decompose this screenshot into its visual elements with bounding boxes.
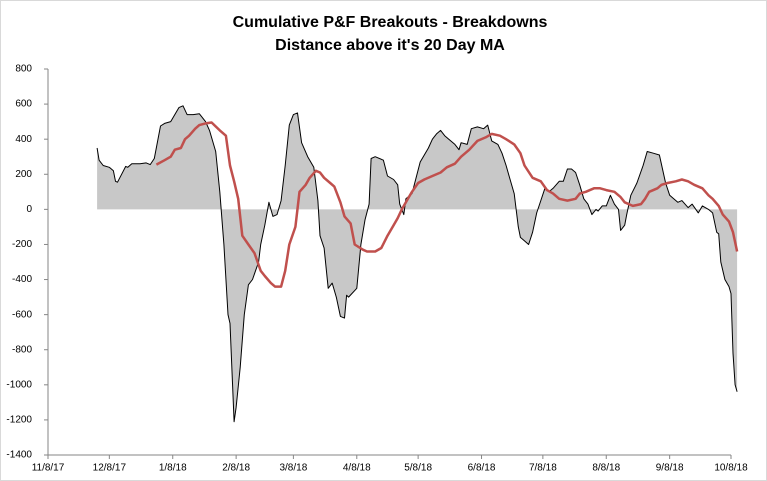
chart-subtitle: Distance above it's 20 Day MA xyxy=(275,37,505,54)
x-tick-label: 11/8/17 xyxy=(32,463,65,474)
x-tick-label: 2/8/18 xyxy=(222,463,250,474)
chart-title: Cumulative P&F Breakouts - Breakdowns xyxy=(233,14,548,31)
y-tick-label: -400 xyxy=(12,274,32,285)
y-tick-label: 0 xyxy=(26,204,32,215)
x-tick-label: 4/8/18 xyxy=(343,463,371,474)
x-tick-label: 9/8/18 xyxy=(656,463,684,474)
x-tick-label: 6/8/18 xyxy=(468,463,496,474)
area xyxy=(97,105,738,422)
y-tick-label: 200 xyxy=(15,169,32,180)
line xyxy=(96,105,738,423)
plot-area: -1400 -1200 -1000 -800 -600 -400 -200 0 200 400 60… xyxy=(6,64,748,474)
y-tick-label: -1200 xyxy=(6,415,32,426)
y-tick-label: 400 xyxy=(15,134,32,145)
x-tick-label: 10/8/18 xyxy=(714,463,748,474)
x-tick-label: 5/8/18 xyxy=(404,463,432,474)
x-tick-label: 12/8/17 xyxy=(93,463,127,474)
x-tick-label: 7/8/18 xyxy=(529,463,557,474)
y-tick-label: -200 xyxy=(12,239,32,250)
x-tick-label: 3/8/18 xyxy=(279,463,307,474)
line xyxy=(155,121,739,288)
x-tick-label: 8/8/18 xyxy=(592,463,620,474)
y-tick-label: -600 xyxy=(12,309,32,320)
y-tick-label: -800 xyxy=(12,344,32,355)
y-tick-label: 800 xyxy=(15,64,32,75)
y-tick-label: 600 xyxy=(15,99,32,110)
x-tick-label: 1/8/18 xyxy=(159,463,187,474)
y-tick-label: -1000 xyxy=(6,379,32,390)
y-tick-label: -1400 xyxy=(6,450,32,461)
